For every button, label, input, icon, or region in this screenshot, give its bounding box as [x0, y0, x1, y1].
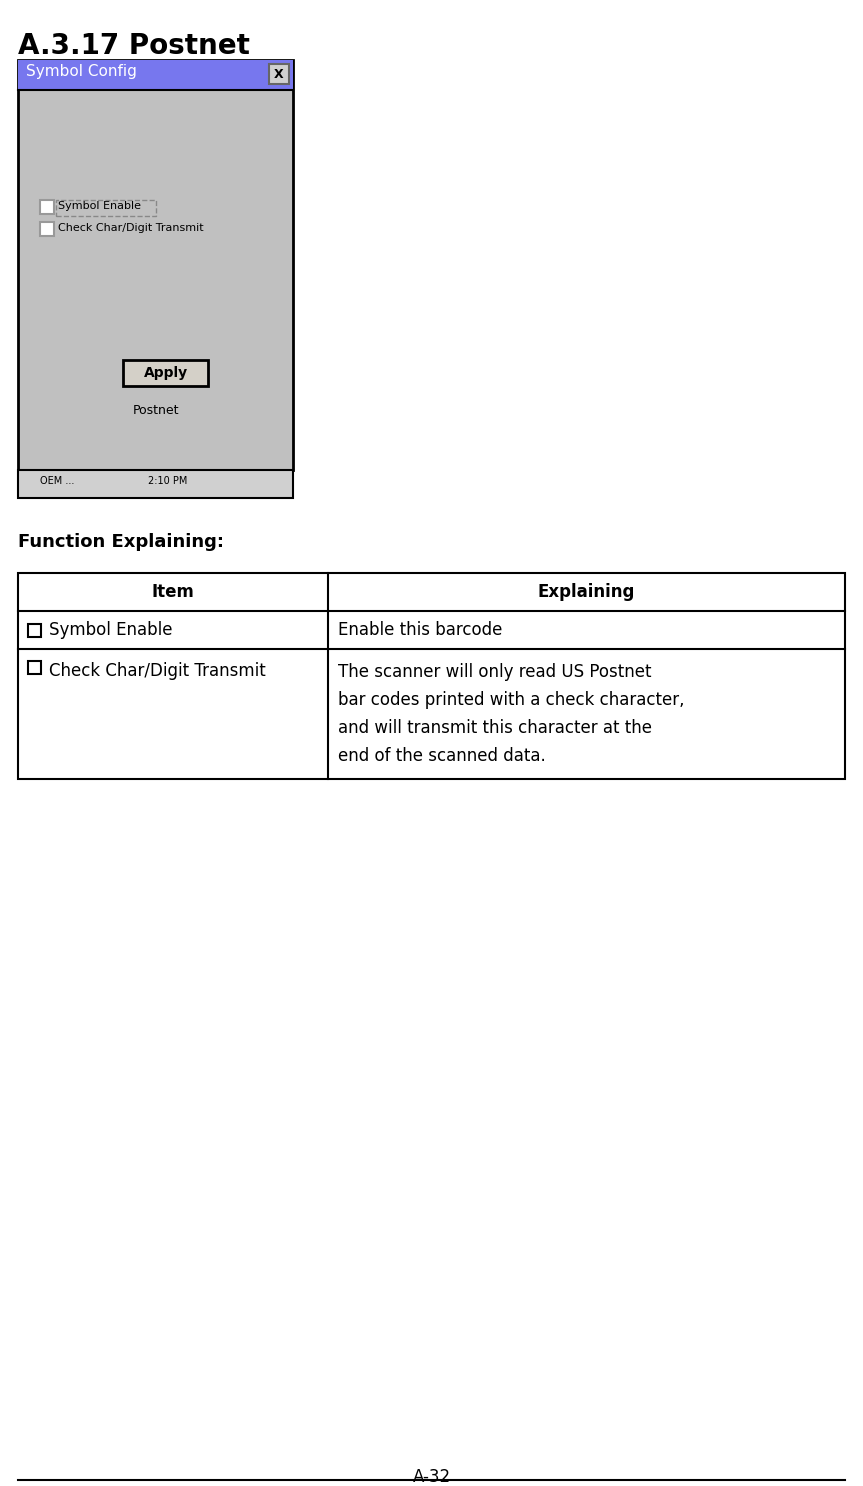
Text: bar codes printed with a check character,: bar codes printed with a check character… — [338, 691, 684, 709]
Bar — [269, 64, 289, 85]
Bar — [18, 574, 845, 779]
Text: 2:10 PM: 2:10 PM — [148, 476, 187, 486]
Text: Symbol Enable: Symbol Enable — [49, 621, 173, 639]
Text: Function Explaining:: Function Explaining: — [18, 533, 224, 551]
Text: end of the scanned data.: end of the scanned data. — [338, 747, 546, 765]
Bar — [123, 360, 208, 386]
Text: OEM ...: OEM ... — [40, 476, 74, 486]
Text: and will transmit this character at the: and will transmit this character at the — [338, 719, 652, 737]
Text: X: X — [274, 67, 284, 80]
Text: Explaining: Explaining — [538, 583, 635, 600]
Text: The scanner will only read US Postnet: The scanner will only read US Postnet — [338, 663, 652, 681]
Bar — [40, 201, 54, 214]
Text: A-32: A-32 — [413, 1468, 450, 1486]
Bar — [18, 470, 293, 498]
Bar — [18, 59, 293, 91]
Text: Symbol Enable: Symbol Enable — [58, 201, 141, 211]
Text: Enable this barcode: Enable this barcode — [338, 621, 502, 639]
Text: Item: Item — [152, 583, 194, 600]
Bar — [28, 661, 41, 675]
Text: Check Char/Digit Transmit: Check Char/Digit Transmit — [58, 223, 204, 233]
Bar — [40, 221, 54, 236]
Bar — [18, 59, 293, 470]
Bar — [56, 201, 156, 215]
Text: Symbol Config: Symbol Config — [26, 64, 137, 79]
Text: A.3.17 Postnet: A.3.17 Postnet — [18, 33, 250, 59]
Text: Check Char/Digit Transmit: Check Char/Digit Transmit — [49, 661, 266, 681]
Bar — [28, 624, 41, 636]
Text: Apply: Apply — [143, 366, 187, 380]
Text: Postnet: Postnet — [132, 404, 179, 418]
